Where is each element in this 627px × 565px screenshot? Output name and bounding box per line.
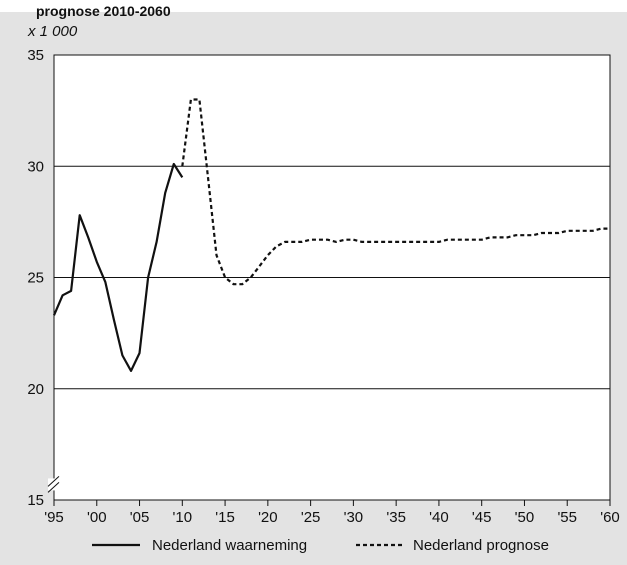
series-line-0 bbox=[52, 162, 184, 372]
x-tick-label: '00 bbox=[87, 509, 107, 526]
y-tick-label: 25 bbox=[27, 270, 44, 287]
legend-label-waarneming: Nederland waarneming bbox=[152, 537, 307, 554]
axis-break-gap bbox=[48, 478, 60, 491]
y-tick-label: 35 bbox=[27, 47, 44, 64]
x-tick-label: '35 bbox=[386, 509, 406, 526]
chart-title: prognose 2010-2060 bbox=[36, 3, 171, 19]
y-axis: 15 20 25 30 35 bbox=[27, 47, 44, 509]
x-tick-label: '20 bbox=[258, 509, 278, 526]
axis-break-stroke bbox=[47, 482, 60, 493]
x-tick-label: '50 bbox=[515, 509, 535, 526]
x-tick-label: '40 bbox=[429, 509, 449, 526]
legend: Nederland waarneming Nederland prognose bbox=[92, 537, 549, 554]
x-tick-label: '55 bbox=[557, 509, 577, 526]
gridlines bbox=[54, 165, 610, 390]
legend-label-prognose: Nederland prognose bbox=[413, 537, 549, 554]
x-tick-label: '05 bbox=[130, 509, 150, 526]
axis-break-marker bbox=[47, 476, 60, 493]
y-tick-label: 15 bbox=[27, 492, 44, 509]
x-axis: '95 '00 '05 '10 '15 '20 '25 '30 '35 '40 '45 '50 '55 '… bbox=[44, 500, 620, 526]
x-tick-label: '45 bbox=[472, 509, 492, 526]
x-tick-label: '60 bbox=[600, 509, 620, 526]
axis-break-stroke bbox=[47, 476, 60, 487]
y-tick-label: 20 bbox=[27, 381, 44, 398]
x-tick-label: '10 bbox=[173, 509, 193, 526]
x-tick-label: '30 bbox=[344, 509, 364, 526]
series-lines bbox=[52, 98, 610, 372]
x-tick-label: '15 bbox=[215, 509, 235, 526]
x-tick-label: '95 bbox=[44, 509, 64, 526]
y-unit-label: x 1 000 bbox=[27, 23, 78, 40]
series-line-1 bbox=[181, 98, 610, 286]
x-tick-label: '25 bbox=[301, 509, 321, 526]
y-tick-label: 30 bbox=[27, 158, 44, 175]
